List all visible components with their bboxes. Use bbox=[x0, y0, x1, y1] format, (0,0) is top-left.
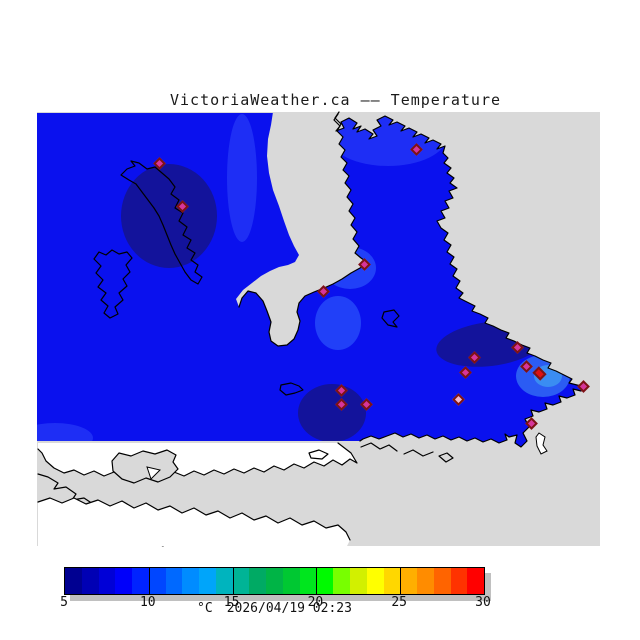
colorbar-tick-label: 15 bbox=[223, 595, 240, 610]
colorbar-segment bbox=[98, 568, 116, 594]
colorbar-segment bbox=[232, 568, 250, 594]
coast-fragment-a bbox=[360, 442, 398, 452]
trial-island bbox=[535, 432, 548, 455]
colorbar-segment bbox=[165, 568, 183, 594]
colorbar-tickline bbox=[316, 568, 318, 594]
colorbar-tick-label: 5 bbox=[60, 595, 68, 610]
colorbar-tick-label: 25 bbox=[391, 595, 408, 610]
saltspring-island-outline bbox=[120, 160, 203, 285]
colorbar-segment bbox=[249, 568, 267, 594]
mild-patch-malahat bbox=[315, 296, 361, 350]
coastline-olympic-north bbox=[37, 497, 351, 541]
coast-fragment-c bbox=[438, 452, 454, 463]
islet-outline-esquimalt bbox=[279, 382, 304, 396]
colorbar-segment bbox=[199, 568, 216, 594]
page-title: VictoriaWeather.ca —— Temperature bbox=[170, 91, 502, 109]
colorbar-segment bbox=[182, 568, 200, 594]
colorbar-tick-label: 10 bbox=[139, 595, 156, 610]
colorbar-segment bbox=[333, 568, 351, 594]
colorbar-segment bbox=[148, 568, 166, 594]
colorbar-segment bbox=[366, 568, 384, 594]
colorbar-segment bbox=[132, 568, 149, 594]
cold-blob-saltspring bbox=[121, 164, 217, 268]
sooke-spit bbox=[146, 466, 161, 480]
coast-fragment-b bbox=[403, 449, 434, 457]
sooke-basin bbox=[111, 449, 179, 484]
colorbar-tickline bbox=[232, 568, 234, 594]
colorbar-segment bbox=[350, 568, 367, 594]
unit-label: °C bbox=[197, 601, 213, 616]
colorbar-segment bbox=[383, 568, 401, 594]
colorbar-segment bbox=[400, 568, 418, 594]
colorbar-segment bbox=[81, 568, 99, 594]
mild-patch-channel bbox=[227, 114, 257, 242]
colorbar-segment bbox=[282, 568, 300, 594]
cold-blob-highlands bbox=[298, 384, 366, 442]
colorbar-segment bbox=[215, 568, 233, 594]
colorbar-segment bbox=[299, 568, 317, 594]
island-outline-west bbox=[93, 249, 133, 319]
timestamp: 2026/04/19 02:23 bbox=[226, 601, 352, 616]
lake-outline bbox=[308, 449, 329, 460]
colorbar-segment bbox=[316, 568, 334, 594]
colorbar-caption: °C 2026/04/19 02:23 bbox=[64, 601, 485, 616]
islet-outline-coal bbox=[381, 309, 400, 328]
colorbar-segment bbox=[266, 568, 283, 594]
temperature-colorbar bbox=[64, 567, 485, 595]
colorbar-tick-label: 20 bbox=[307, 595, 324, 610]
land-olympic bbox=[38, 498, 350, 546]
colorbar-segment bbox=[450, 568, 468, 594]
coastline-sooke-south bbox=[37, 442, 358, 479]
colorbar-segment bbox=[417, 568, 434, 594]
coastline-east bbox=[333, 113, 589, 448]
colorbar-tickline bbox=[148, 568, 150, 594]
colorbar-tickline bbox=[400, 568, 402, 594]
saanich-inlet-sea bbox=[236, 112, 368, 346]
colorbar-tick-label: 30 bbox=[475, 595, 491, 610]
colorbar-segment bbox=[433, 568, 451, 594]
colorbar-segment bbox=[115, 568, 133, 594]
colorbar-segment bbox=[65, 568, 82, 594]
colorbar-segment bbox=[467, 568, 485, 594]
